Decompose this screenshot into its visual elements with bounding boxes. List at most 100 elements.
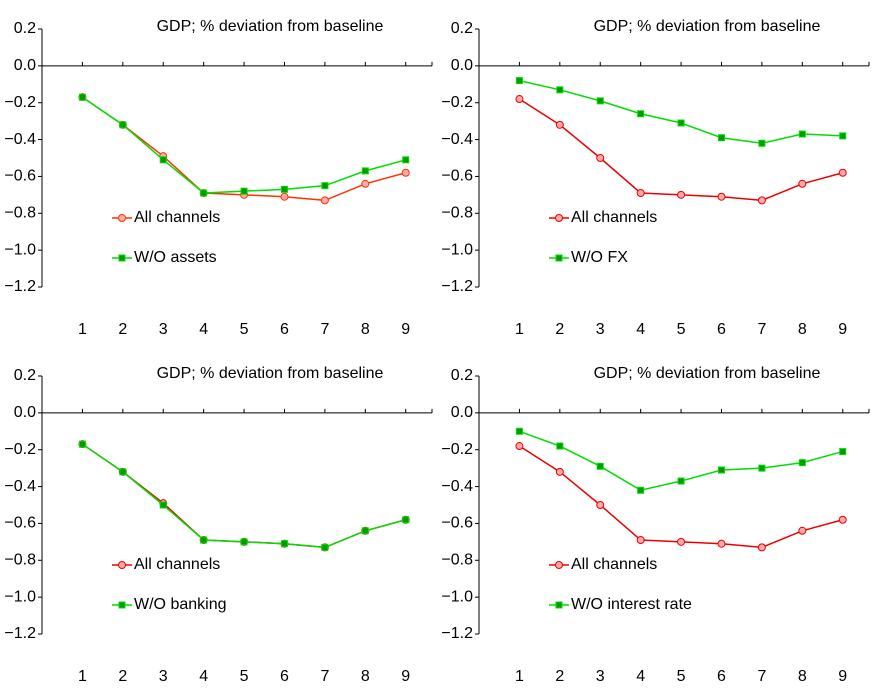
series-line	[519, 98, 843, 202]
legend-label: W/O assets	[134, 249, 217, 266]
x-tick-label: 7	[757, 321, 766, 338]
data-point	[321, 182, 329, 190]
y-tick-label: −0.6	[4, 168, 36, 185]
data-point	[677, 537, 686, 546]
x-tick-label: 8	[798, 321, 807, 338]
data-point	[798, 526, 807, 535]
data-point	[361, 179, 370, 188]
y-tick-label: −0.4	[4, 131, 36, 148]
data-point	[556, 86, 564, 94]
legend-marker	[555, 561, 563, 569]
y-tick-label: −0.2	[4, 94, 36, 111]
y-tick-label: −0.6	[441, 515, 473, 532]
data-point	[240, 187, 248, 195]
data-point	[838, 168, 847, 177]
data-point	[798, 130, 806, 138]
y-tick-label: 0.2	[14, 367, 36, 384]
x-tick-label: 7	[757, 668, 766, 685]
data-point	[717, 466, 725, 474]
legend-marker	[118, 214, 126, 222]
y-tick-label: −1.0	[441, 241, 473, 258]
data-point	[677, 477, 685, 485]
data-point	[280, 185, 288, 193]
data-point	[839, 448, 847, 456]
data-point	[402, 516, 410, 524]
y-tick-label: −0.8	[4, 552, 36, 569]
y-tick-label: 0.2	[451, 20, 473, 37]
y-tick-label: −0.8	[441, 552, 473, 569]
data-point	[636, 189, 645, 198]
data-point	[757, 543, 766, 552]
legend-label: W/O FX	[571, 249, 628, 266]
x-tick-label: 3	[159, 668, 168, 685]
legend-marker	[555, 214, 563, 222]
x-tick-label: 9	[401, 321, 410, 338]
y-tick-label: −0.4	[441, 478, 473, 495]
x-tick-label: 7	[320, 668, 329, 685]
data-point	[321, 543, 329, 551]
data-point	[637, 110, 645, 118]
legend-label: All channels	[571, 556, 657, 573]
data-point	[78, 93, 86, 101]
y-tick-label: −1.2	[4, 278, 36, 295]
x-tick-label: 2	[555, 321, 564, 338]
y-tick-label: −1.2	[4, 625, 36, 642]
legend-label: All channels	[134, 556, 220, 573]
series-line	[81, 96, 406, 194]
data-point	[240, 538, 248, 546]
data-point	[402, 156, 410, 164]
y-tick-label: −1.0	[4, 588, 36, 605]
x-tick-label: 2	[118, 321, 127, 338]
data-point	[159, 156, 167, 164]
data-point	[200, 189, 208, 197]
x-tick-label: 6	[280, 668, 289, 685]
data-point	[757, 196, 766, 205]
data-point	[717, 134, 725, 142]
y-tick-label: −0.2	[4, 441, 36, 458]
x-tick-label: 1	[78, 668, 87, 685]
data-point	[636, 536, 645, 545]
legend-marker	[118, 601, 126, 609]
y-tick-label: −1.0	[441, 588, 473, 605]
y-tick-label: 0.0	[14, 57, 36, 74]
data-point	[280, 192, 289, 201]
data-point	[555, 467, 564, 476]
legend-label: W/O banking	[134, 596, 226, 613]
x-tick-label: 2	[118, 668, 127, 685]
data-point	[556, 442, 564, 450]
y-tick-label: −0.8	[4, 205, 36, 222]
x-tick-label: 6	[717, 668, 726, 685]
data-point	[555, 120, 564, 129]
series-line	[81, 443, 406, 549]
y-tick-label: −0.6	[441, 168, 473, 185]
data-point	[515, 77, 523, 85]
x-tick-label: 8	[361, 321, 370, 338]
data-point	[159, 501, 167, 509]
chart-title: GDP; % deviation from baseline	[157, 365, 384, 382]
chart-title: GDP; % deviation from baseline	[157, 18, 384, 35]
data-point	[515, 95, 524, 104]
x-tick-label: 9	[838, 321, 847, 338]
x-tick-label: 4	[199, 321, 208, 338]
y-tick-label: −0.2	[441, 441, 473, 458]
y-tick-label: 0.0	[14, 404, 36, 421]
legend-marker	[118, 561, 126, 569]
data-point	[320, 196, 329, 205]
data-point	[839, 132, 847, 140]
data-point	[677, 119, 685, 127]
data-point	[798, 459, 806, 467]
series-line	[519, 445, 843, 549]
legend-marker	[118, 254, 126, 262]
data-point	[758, 464, 766, 472]
data-point	[758, 139, 766, 147]
x-tick-label: 5	[677, 321, 686, 338]
data-point	[596, 501, 605, 509]
y-tick-label: 0.2	[14, 20, 36, 37]
x-tick-label: 7	[320, 321, 329, 338]
y-tick-label: −1.2	[441, 278, 473, 295]
x-tick-label: 4	[636, 321, 645, 338]
x-tick-label: 5	[240, 321, 249, 338]
data-point	[280, 540, 288, 548]
